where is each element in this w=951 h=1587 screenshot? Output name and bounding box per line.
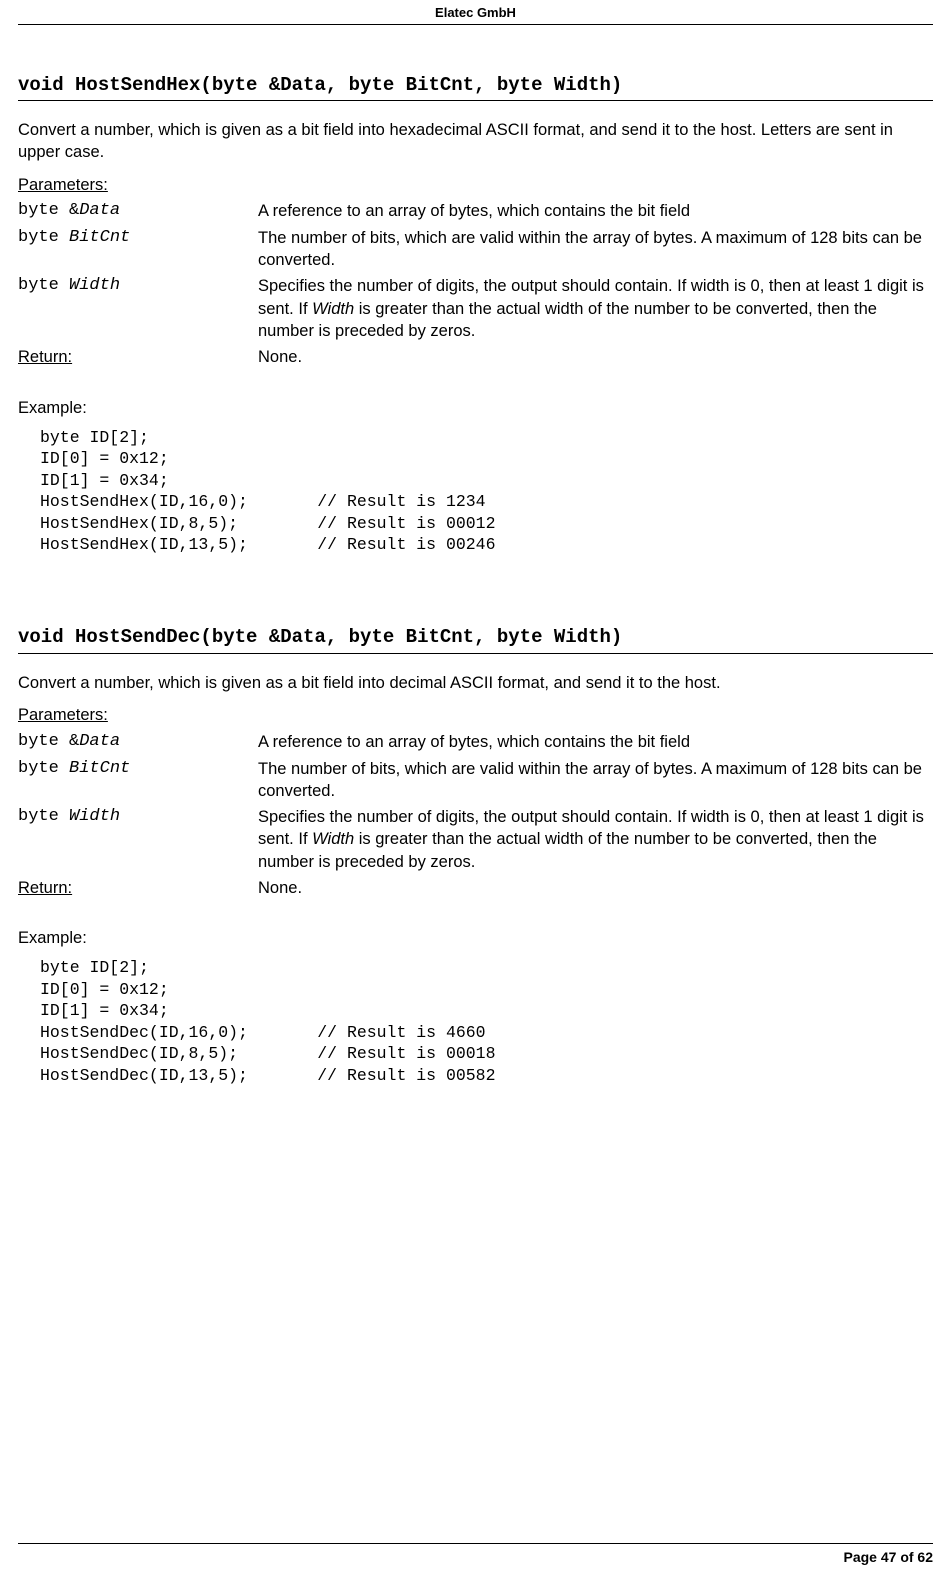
param-row: byte BitCnt The number of bits, which ar… [18,227,933,272]
param-row: byte &Data A reference to an array of by… [18,731,933,754]
code-example: byte ID[2]; ID[0] = 0x12; ID[1] = 0x34; … [40,427,933,556]
page-header: Elatec GmbH [18,0,933,25]
parameters-label: Parameters: [18,174,108,196]
page-number: Page 47 of 62 [844,1549,934,1565]
param-name: byte Width [18,806,258,829]
return-value: None. [258,877,933,899]
function-description: Convert a number, which is given as a bi… [18,119,933,164]
return-row: Return: None. [18,346,933,368]
param-name: byte &Data [18,200,258,223]
example-label: Example: [18,397,933,419]
param-name: byte BitCnt [18,758,258,781]
param-desc: A reference to an array of bytes, which … [258,200,933,222]
example-label: Example: [18,927,933,949]
param-desc: A reference to an array of bytes, which … [258,731,933,753]
return-value: None. [258,346,933,368]
param-desc: Specifies the number of digits, the outp… [258,806,933,873]
return-label: Return: [18,346,258,368]
param-name: byte &Data [18,731,258,754]
param-desc: The number of bits, which are valid with… [258,758,933,803]
return-row: Return: None. [18,877,933,899]
function-signature: void HostSendDec(byte &Data, byte BitCnt… [18,625,933,654]
param-desc: Specifies the number of digits, the outp… [258,275,933,342]
param-row: byte Width Specifies the number of digit… [18,275,933,342]
page-footer: Page 47 of 62 [18,1543,933,1567]
param-row: byte &Data A reference to an array of by… [18,200,933,223]
code-example: byte ID[2]; ID[0] = 0x12; ID[1] = 0x34; … [40,957,933,1086]
function-signature: void HostSendHex(byte &Data, byte BitCnt… [18,73,933,102]
function-description: Convert a number, which is given as a bi… [18,672,933,694]
param-name: byte BitCnt [18,227,258,250]
return-label: Return: [18,877,258,899]
param-desc: The number of bits, which are valid with… [258,227,933,272]
parameters-label: Parameters: [18,704,108,726]
param-name: byte Width [18,275,258,298]
company-name: Elatec GmbH [435,5,516,20]
param-row: byte BitCnt The number of bits, which ar… [18,758,933,803]
param-row: byte Width Specifies the number of digit… [18,806,933,873]
